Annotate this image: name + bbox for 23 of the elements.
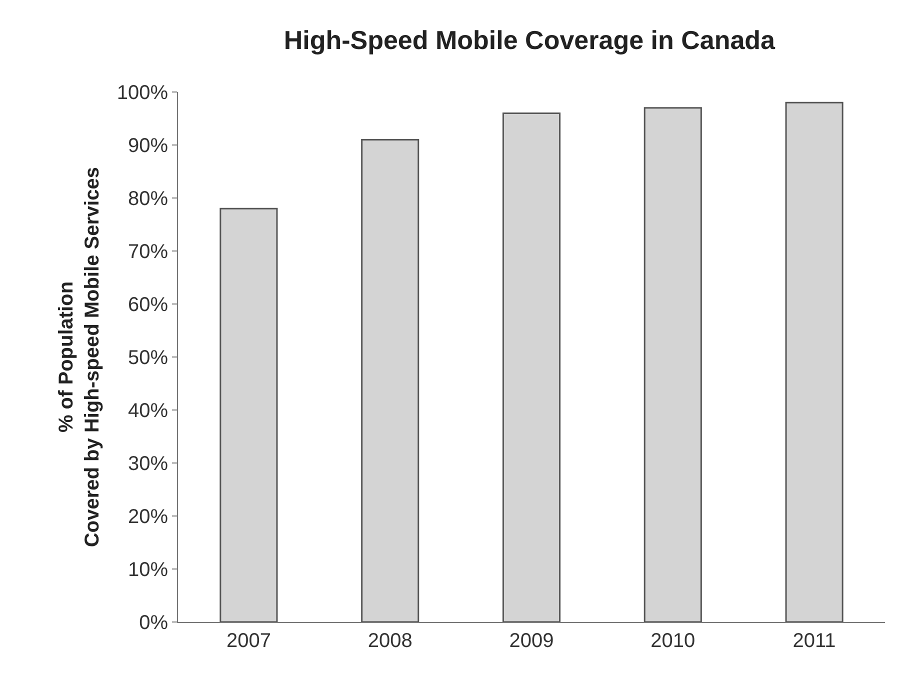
x-tick-label: 2011 <box>792 630 836 652</box>
y-tick-label: 10% <box>128 559 168 581</box>
y-tick-label: 0% <box>139 612 168 634</box>
y-tick-label: 70% <box>128 241 168 263</box>
chart-title: High-Speed Mobile Coverage in Canada <box>284 24 776 55</box>
x-tick-label: 2007 <box>226 630 271 652</box>
bar <box>785 102 844 622</box>
bar <box>502 112 561 622</box>
x-tick-label: 2008 <box>368 630 412 652</box>
y-tick-label: 40% <box>128 400 168 422</box>
y-tick-label: 80% <box>128 188 168 210</box>
y-axis-title: % of Population Covered by High-speed Mobile Services <box>55 166 104 548</box>
y-tick-label: 60% <box>128 294 168 316</box>
y-tick-label: 100% <box>116 82 168 104</box>
bar <box>220 208 278 622</box>
bar <box>644 107 702 622</box>
y-tick-label: 50% <box>128 347 168 369</box>
y-tick-label: 30% <box>128 453 168 475</box>
y-tick-label: 90% <box>128 135 168 157</box>
x-tick-label: 2010 <box>650 630 696 652</box>
y-tick-label: 20% <box>128 506 168 528</box>
x-tick-label: 2009 <box>509 630 554 652</box>
bar <box>361 138 420 622</box>
